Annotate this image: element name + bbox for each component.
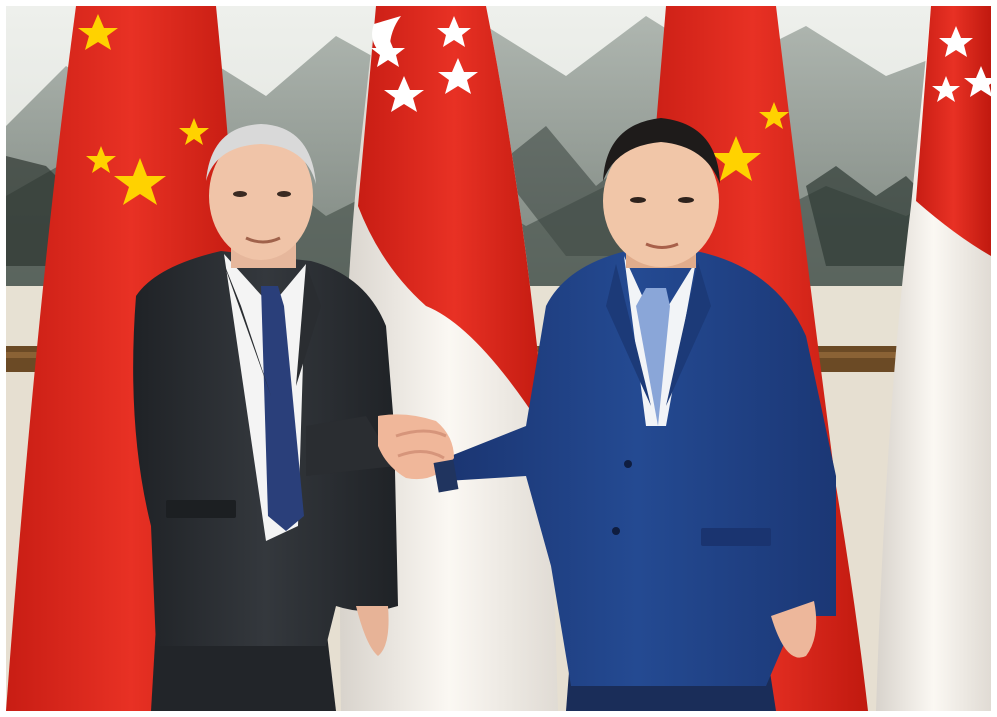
photo bbox=[6, 6, 991, 711]
person-left bbox=[133, 124, 398, 711]
photo-canvas bbox=[6, 6, 991, 711]
handshake bbox=[378, 414, 459, 493]
person-right bbox=[438, 118, 836, 711]
flag-singapore-right bbox=[876, 6, 991, 711]
